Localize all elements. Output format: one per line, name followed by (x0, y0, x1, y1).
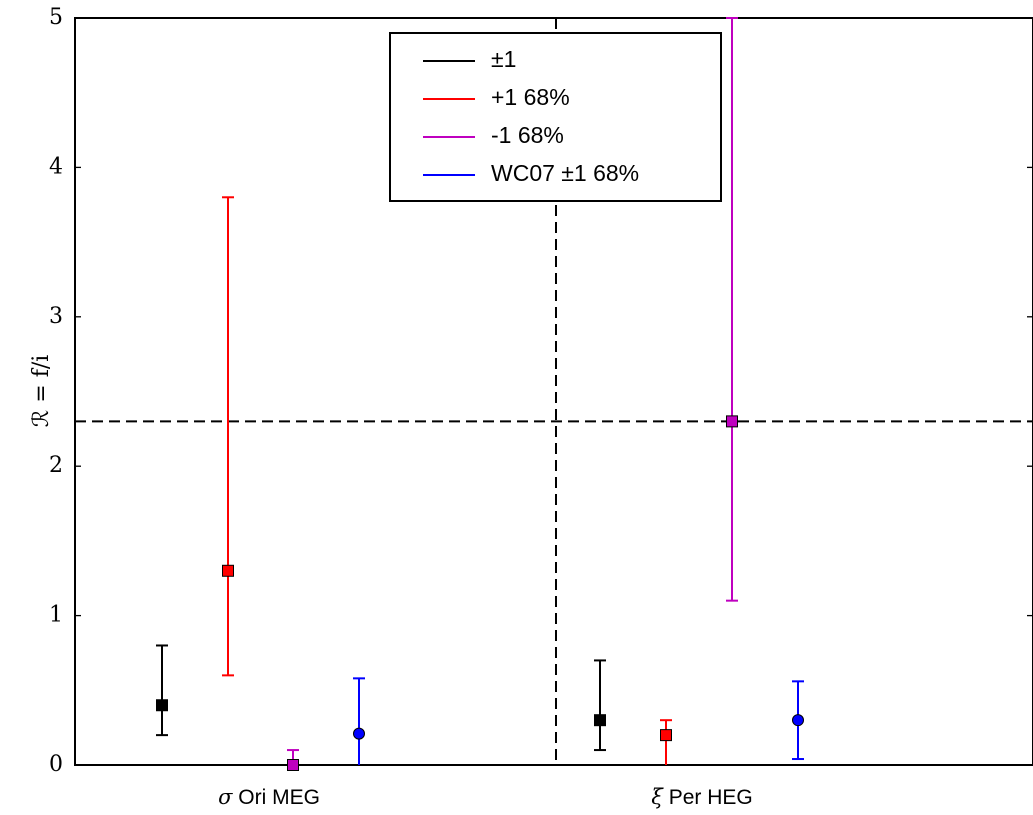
y-tick-label: 1 (49, 603, 63, 628)
x-category-label: σ Ori MEG (218, 785, 320, 809)
point-marker (660, 729, 672, 742)
y-axis-ticks: 0 1 2 3 4 5 (49, 5, 1033, 777)
data-point (594, 659, 606, 752)
point-marker (726, 415, 738, 428)
plot-frame (74, 17, 1033, 766)
point-marker (353, 727, 365, 740)
data-point (222, 196, 234, 677)
point-marker (287, 759, 299, 771)
legend: ±1 +1 68% -1 68% WC07 ±1 68% (389, 32, 722, 202)
point-marker (222, 564, 234, 577)
point-marker (156, 699, 168, 712)
legend-entry: ±1 (423, 46, 516, 72)
legend-entry: +1 68% (423, 84, 570, 110)
legend-label: +1 68% (491, 84, 570, 110)
data-point (287, 749, 299, 771)
point-marker (594, 714, 606, 727)
data-point (792, 680, 804, 761)
y-tick-label: 3 (49, 304, 63, 329)
data-point (353, 677, 365, 765)
legend-label: -1 68% (491, 122, 564, 148)
legend-entry: -1 68% (423, 122, 564, 148)
legend-entry: WC07 ±1 68% (423, 160, 639, 186)
y-axis-label: ℛ = f/i (29, 355, 54, 428)
data-point (156, 644, 168, 737)
y-tick-label: 5 (49, 5, 63, 30)
data-point (726, 17, 738, 602)
x-axis-categories: σ Ori MEG ξ Per HEG (218, 785, 753, 809)
x-category-label: ξ Per HEG (651, 785, 752, 809)
y-tick-label: 2 (49, 453, 63, 478)
point-marker (792, 714, 804, 727)
y-tick-label: 0 (49, 752, 63, 777)
data-point (660, 719, 672, 765)
data-points (156, 17, 804, 771)
legend-label: WC07 ±1 68% (491, 160, 639, 186)
y-tick-label: 4 (49, 154, 63, 179)
legend-label: ±1 (491, 46, 516, 72)
